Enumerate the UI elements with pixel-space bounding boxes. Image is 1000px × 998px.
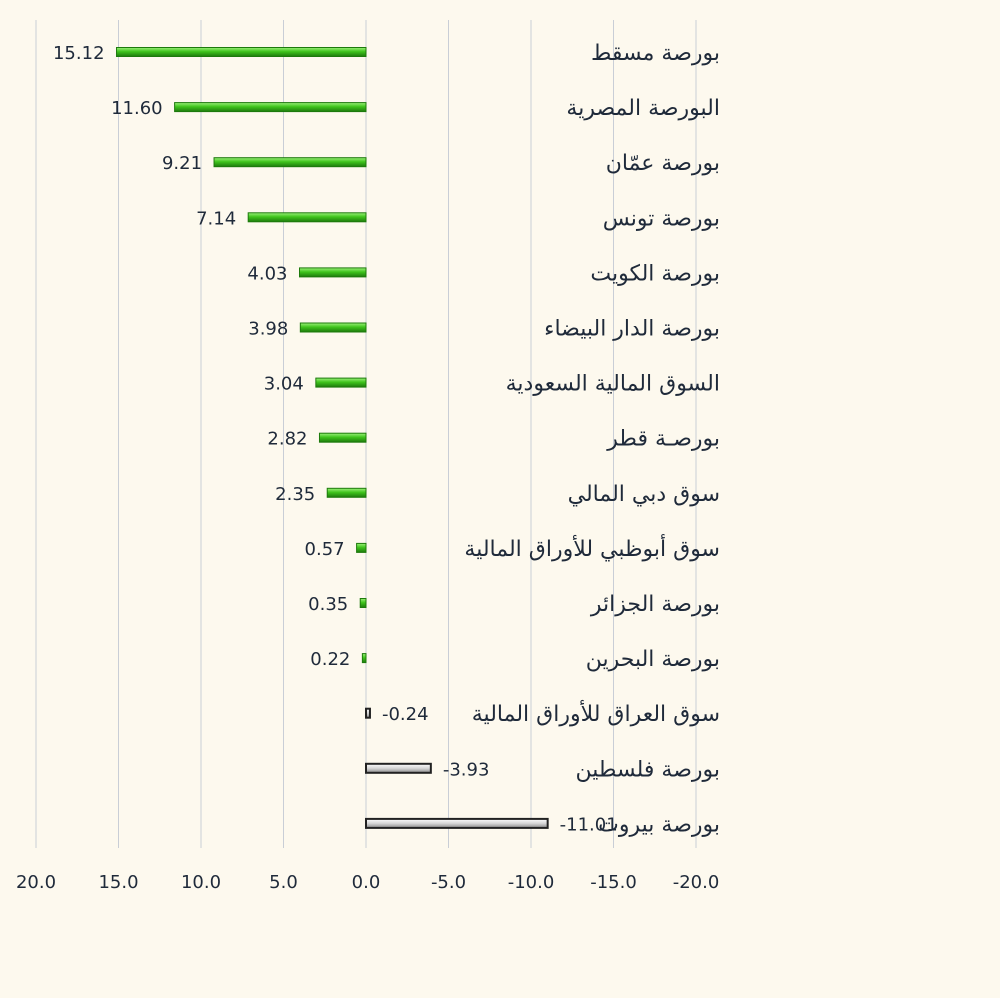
category-label: بورصة فلسطين [576, 757, 720, 782]
bar-value-label: 3.98 [248, 319, 288, 340]
x-tick-label: -10.0 [508, 872, 555, 893]
bar [174, 102, 367, 113]
bar-value-label: 0.57 [305, 539, 345, 560]
category-label: السوق المالية السعودية [506, 372, 720, 397]
bar-value-label: 15.12 [53, 43, 105, 64]
bar [359, 598, 367, 608]
category-label: بورصة الكويت [590, 261, 720, 286]
x-tick-label: 5.0 [269, 872, 298, 893]
bar-value-label: 2.35 [275, 484, 315, 505]
bar-value-label: 7.14 [196, 208, 236, 229]
bar-value-label: -11.01 [560, 814, 618, 835]
bar-value-label: 0.35 [308, 594, 348, 615]
category-label: سوق العراق للأوراق المالية [472, 700, 720, 727]
category-label: سوق دبي المالي [568, 482, 720, 507]
bar [326, 487, 367, 498]
bar [365, 817, 549, 829]
bar-value-label: -3.93 [443, 759, 490, 780]
bar [318, 432, 367, 443]
x-tick-label: 20.0 [16, 872, 56, 893]
category-label: بورصـة قطر [606, 427, 720, 452]
category-label: بورصة مسقط [591, 41, 720, 66]
category-label: بورصة عمّان [606, 151, 720, 176]
x-tick-label: -15.0 [590, 872, 637, 893]
bar [365, 762, 432, 774]
bar [213, 157, 367, 168]
bar-value-label: 0.22 [310, 649, 350, 670]
bar-value-label: 9.21 [162, 153, 202, 174]
bar-value-label: 2.82 [267, 429, 307, 450]
x-tick-label: 0.0 [352, 872, 381, 893]
bar [299, 267, 367, 278]
category-label: بورصة بيروت [598, 812, 720, 837]
bar-value-label: 3.04 [264, 374, 304, 395]
bar [116, 47, 367, 57]
category-label: سوق أبوظبي للأوراق المالية [464, 534, 720, 562]
x-tick-label: 15.0 [98, 872, 138, 893]
bar-value-label: -0.24 [382, 704, 429, 725]
category-label: البورصة المصرية [566, 96, 720, 121]
bar [365, 707, 371, 719]
x-tick-label: 10.0 [181, 872, 221, 893]
bar [315, 377, 367, 388]
x-tick-label: -20.0 [673, 872, 720, 893]
category-label: بورصة الجزائر [590, 592, 720, 617]
category-label: بورصة البحرين [586, 647, 720, 672]
bar [247, 212, 367, 223]
x-tick-label: -5.0 [431, 872, 466, 893]
bar [361, 653, 367, 664]
bar-value-label: 4.03 [247, 263, 287, 284]
bar-value-label: 11.60 [111, 98, 163, 119]
category-label: بورصة الدار البيضاء [544, 317, 720, 342]
bar [356, 542, 367, 553]
category-label: بورصة تونس [603, 206, 720, 231]
bar [299, 322, 367, 333]
